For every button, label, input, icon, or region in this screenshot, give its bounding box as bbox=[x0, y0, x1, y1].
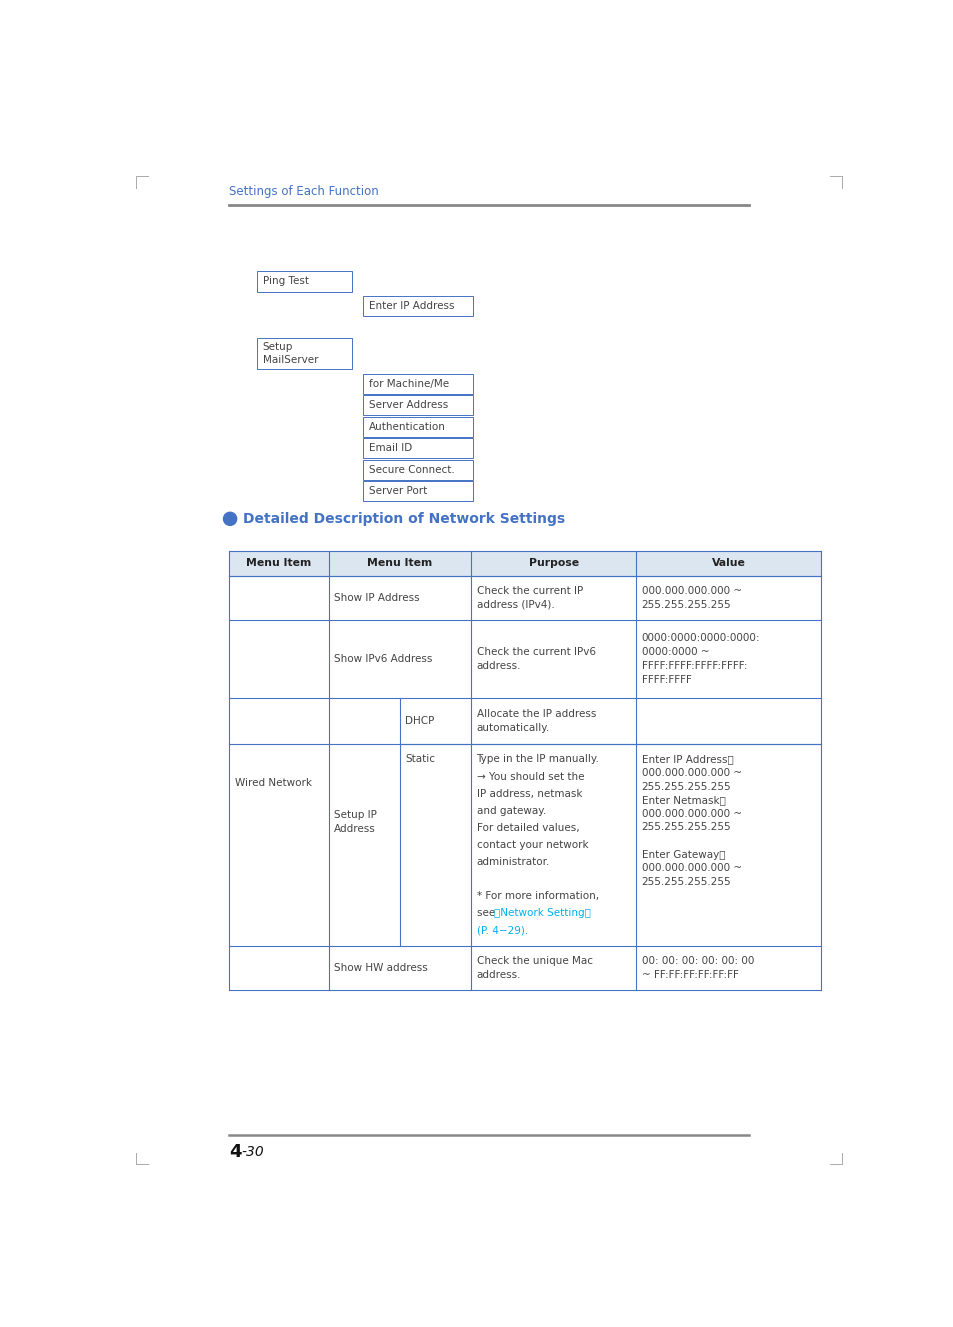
Text: Show HW address: Show HW address bbox=[334, 963, 427, 973]
Text: Ping Test: Ping Test bbox=[262, 276, 309, 287]
Text: Type in the IP manually.: Type in the IP manually. bbox=[476, 755, 598, 764]
Text: administrator.: administrator. bbox=[476, 857, 549, 867]
Text: and gateway.: and gateway. bbox=[476, 805, 545, 816]
Text: Enter IP Address：
000.000.000.000 ~
255.255.255.255
Enter Netmask：
000.000.000.0: Enter IP Address： 000.000.000.000 ~ 255.… bbox=[641, 755, 740, 886]
Text: Show IPv6 Address: Show IPv6 Address bbox=[334, 654, 432, 664]
Text: IP address, netmask: IP address, netmask bbox=[476, 788, 581, 799]
Text: Show IP Address: Show IP Address bbox=[334, 593, 419, 602]
Bar bbox=[257, 271, 352, 292]
Text: for Machine/Me: for Machine/Me bbox=[369, 380, 449, 389]
Bar bbox=[363, 459, 473, 480]
Text: Server Port: Server Port bbox=[369, 486, 427, 496]
Text: Detailed Description of Network Settings: Detailed Description of Network Settings bbox=[243, 512, 565, 525]
Text: Check the unique Mac
address.: Check the unique Mac address. bbox=[476, 957, 592, 981]
Bar bbox=[363, 417, 473, 437]
Text: Setup IP
Address: Setup IP Address bbox=[334, 811, 376, 835]
Text: Enter IP Address: Enter IP Address bbox=[369, 301, 454, 311]
Text: 0000:0000:0000:0000:
0000:0000 ~
FFFF:FFFF:FFFF:FFFF:
FFFF:FFFF: 0000:0000:0000:0000: 0000:0000 ~ FFFF:FF… bbox=[641, 633, 760, 685]
Circle shape bbox=[223, 512, 236, 525]
Text: Check the current IPv6
address.: Check the current IPv6 address. bbox=[476, 648, 595, 671]
Text: Wired Network: Wired Network bbox=[234, 778, 312, 788]
Text: contact your network: contact your network bbox=[476, 840, 588, 849]
Bar bbox=[363, 482, 473, 502]
Text: Menu Item: Menu Item bbox=[367, 559, 432, 568]
Text: Check the current IP
address (IPv4).: Check the current IP address (IPv4). bbox=[476, 585, 582, 609]
Text: 000.000.000.000 ~
255.255.255.255: 000.000.000.000 ~ 255.255.255.255 bbox=[641, 585, 740, 609]
Text: 4: 4 bbox=[229, 1143, 241, 1161]
Text: Menu Item: Menu Item bbox=[246, 559, 312, 568]
Bar bbox=[363, 296, 473, 316]
Text: Allocate the IP address
automatically.: Allocate the IP address automatically. bbox=[476, 710, 596, 734]
Text: see: see bbox=[476, 908, 497, 918]
Text: Purpose: Purpose bbox=[528, 559, 578, 568]
Text: For detailed values,: For detailed values, bbox=[476, 823, 578, 833]
Text: 00: 00: 00: 00: 00: 00
~ FF:FF:FF:FF:FF:FF: 00: 00: 00: 00: 00: 00 ~ FF:FF:FF:FF:FF:… bbox=[641, 957, 753, 981]
Text: Server Address: Server Address bbox=[369, 401, 448, 410]
Text: Secure Connect.: Secure Connect. bbox=[369, 464, 454, 475]
Text: Static: Static bbox=[405, 755, 435, 764]
Text: -30: -30 bbox=[241, 1145, 264, 1158]
Text: (P. 4−29).: (P. 4−29). bbox=[476, 925, 527, 936]
Bar bbox=[257, 338, 352, 369]
Bar bbox=[229, 551, 820, 576]
Text: Setup
MailServer: Setup MailServer bbox=[262, 341, 317, 365]
Text: DHCP: DHCP bbox=[405, 717, 435, 726]
Text: → You should set the: → You should set the bbox=[476, 771, 583, 782]
Text: * For more information,: * For more information, bbox=[476, 892, 598, 901]
Bar bbox=[363, 438, 473, 458]
Text: 『Network Setting』: 『Network Setting』 bbox=[493, 908, 590, 918]
Text: Email ID: Email ID bbox=[369, 443, 412, 454]
Bar bbox=[363, 374, 473, 394]
Text: Settings of Each Function: Settings of Each Function bbox=[229, 184, 378, 198]
Bar bbox=[363, 395, 473, 415]
Text: Value: Value bbox=[711, 559, 744, 568]
Text: Authentication: Authentication bbox=[369, 422, 445, 431]
